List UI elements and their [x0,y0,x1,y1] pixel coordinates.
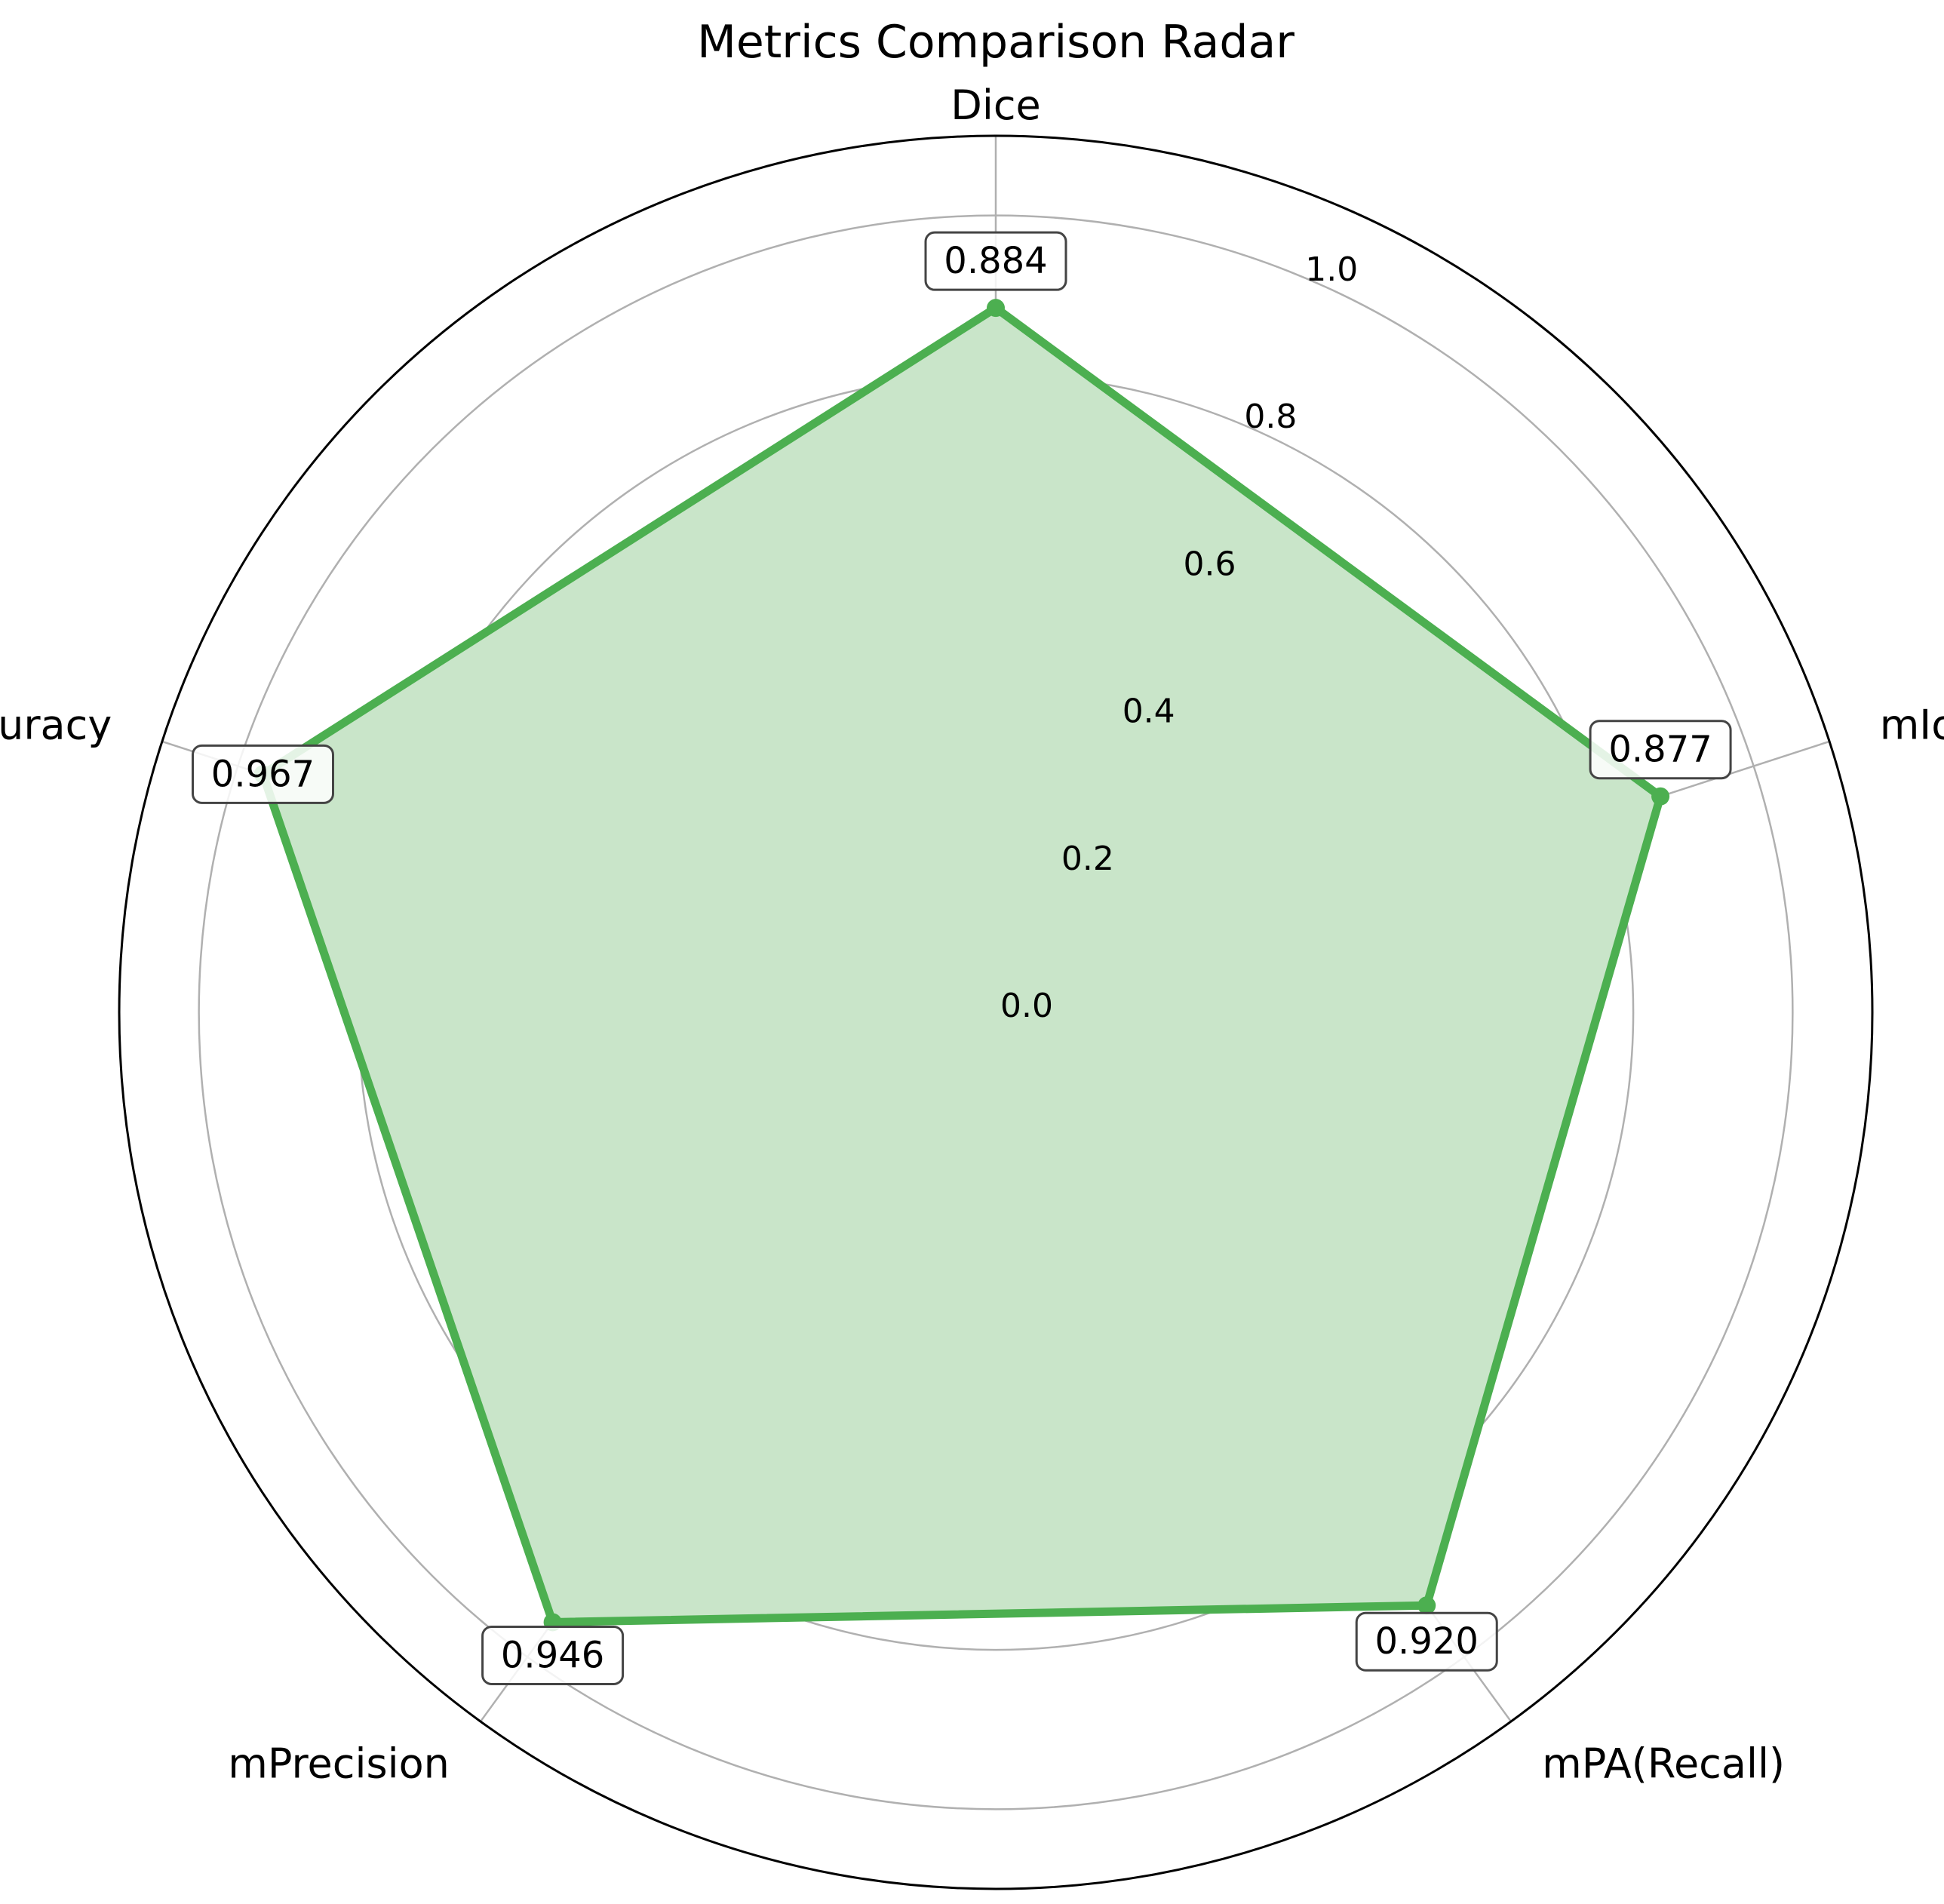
series-area [263,308,1661,1623]
value-label-box [481,1625,625,1685]
category-label: mIoU [1880,701,1944,748]
radial-tick-label: 1.0 [1305,250,1358,289]
category-label: mPA(Recall) [1542,1740,1785,1788]
polar-frame [118,134,1874,1890]
data-series [253,299,1670,1632]
radial-tick-label: 0.6 [1184,545,1236,583]
labels: 0.0 0.2 0.4 0.6 0.8 1.0 0.884 0.877 0.920 0.946 0.… [0,81,1944,1788]
radial-tick-label: 0.0 [1000,987,1053,1025]
data-point [987,299,1005,318]
data-point [1417,1596,1436,1615]
value-label-box [191,744,334,804]
value-label: 0.877 [1608,729,1712,771]
radial-tick-label: 0.8 [1244,398,1297,436]
series-line [259,303,1665,1626]
value-label-box [1355,1611,1498,1672]
radial-tick-label: 0.4 [1122,693,1175,731]
value-label-box [924,231,1067,291]
value-label: 0.946 [501,1634,604,1676]
data-point [1651,787,1670,806]
value-label: 0.967 [211,753,315,795]
value-label: 0.884 [944,240,1047,282]
category-label: Dice [951,81,1041,129]
radial-tick-label: 0.2 [1061,840,1114,878]
category-label: mPrecision [228,1740,450,1788]
value-label: 0.920 [1375,1620,1479,1663]
category-label: Accuracy [0,701,112,748]
value-label-box [1589,720,1732,780]
chart-title: Metrics Comparison Radar [697,16,1294,69]
